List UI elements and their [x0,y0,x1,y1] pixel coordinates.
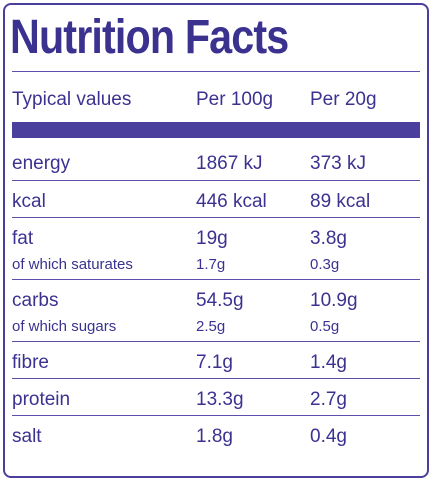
row-rule [12,180,420,181]
value: 3.8g [310,228,347,249]
header-cell: Per 20g [310,89,377,110]
nutrient: kcal [12,191,46,212]
header-cell: Typical values [12,89,132,110]
value: 1.8g [196,426,233,447]
sub-value: 0.3g [310,256,340,273]
value: 446 kcal [196,191,267,212]
value: 1867 kJ [196,153,263,174]
sub-value: 2.5g [196,318,226,335]
row-rule [12,217,420,218]
sub-value: 1.7g [196,256,226,273]
value: 89 kcal [310,191,371,212]
row-rule [12,378,420,379]
nutrient: protein [12,389,71,410]
row-rule [12,341,420,342]
row-rule [12,415,420,416]
sub-nutrient: of which sugars [12,318,117,335]
sub-value: 0.5g [310,318,340,335]
value: 0.4g [310,426,347,447]
value: 2.7g [310,389,347,410]
value: 54.5g [196,290,244,311]
nutrient: fibre [12,352,49,373]
sub-nutrient: of which saturates [12,256,133,273]
value: 7.1g [196,352,233,373]
header-bar [12,122,420,138]
value: 19g [196,228,228,249]
nutrient: fat [12,228,34,249]
nutrient: carbs [12,290,59,311]
nutrient: salt [12,426,42,447]
value: 10.9g [310,290,358,311]
value: 373 kJ [310,153,366,174]
value: 13.3g [196,389,244,410]
nutrient: energy [12,153,71,174]
value: 1.4g [310,352,347,373]
title: Nutrition Facts [10,11,289,64]
header-cell: Per 100g [196,89,274,110]
row-rule [12,279,420,280]
label-card [3,3,429,478]
rule [12,71,420,72]
